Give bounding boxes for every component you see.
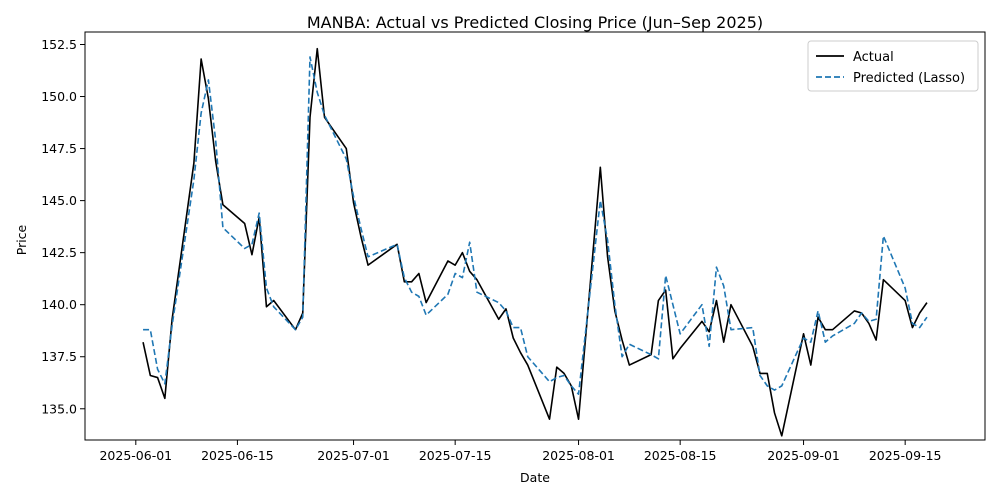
plot-area [85, 32, 985, 440]
series-layer [142, 47, 928, 437]
y-tick-label: 142.5 [41, 245, 77, 260]
legend-box [807, 40, 979, 92]
y-axis: 135.0 137.5 140.0 142.5 145.0 147.5 150.0 152.5 [41, 37, 85, 416]
legend-label-actual: Actual [853, 50, 894, 65]
x-tick-label: 2025-06-15 [201, 448, 274, 463]
x-axis-label: Date [520, 470, 550, 485]
y-tick-label: 147.5 [41, 141, 77, 156]
x-tick-label: 2025-06-01 [99, 448, 172, 463]
y-tick-label: 145.0 [41, 193, 77, 208]
x-tick-label: 2025-08-01 [542, 448, 615, 463]
x-tick-label: 2025-07-15 [419, 448, 492, 463]
series-line-predicted [143, 56, 928, 396]
x-tick-label: 2025-09-01 [767, 448, 840, 463]
y-tick-label: 152.5 [41, 37, 77, 52]
legend: Actual Predicted (Lasso) [807, 40, 979, 92]
y-axis-label: Price [14, 224, 29, 255]
x-tick-label: 2025-07-01 [317, 448, 390, 463]
y-tick-label: 135.0 [41, 401, 77, 416]
x-tick-label: 2025-09-15 [869, 448, 942, 463]
legend-label-predicted: Predicted (Lasso) [853, 71, 965, 86]
x-axis: 2025-06-01 2025-06-15 2025-07-01 2025-07-15… [99, 440, 941, 463]
y-tick-label: 137.5 [41, 349, 77, 364]
y-tick-label: 140.0 [41, 297, 77, 312]
plot-frame [84, 31, 986, 441]
chart-title: MANBA: Actual vs Predicted Closing Price… [307, 13, 763, 32]
x-tick-label: 2025-08-15 [644, 448, 717, 463]
y-tick-label: 150.0 [41, 89, 77, 104]
